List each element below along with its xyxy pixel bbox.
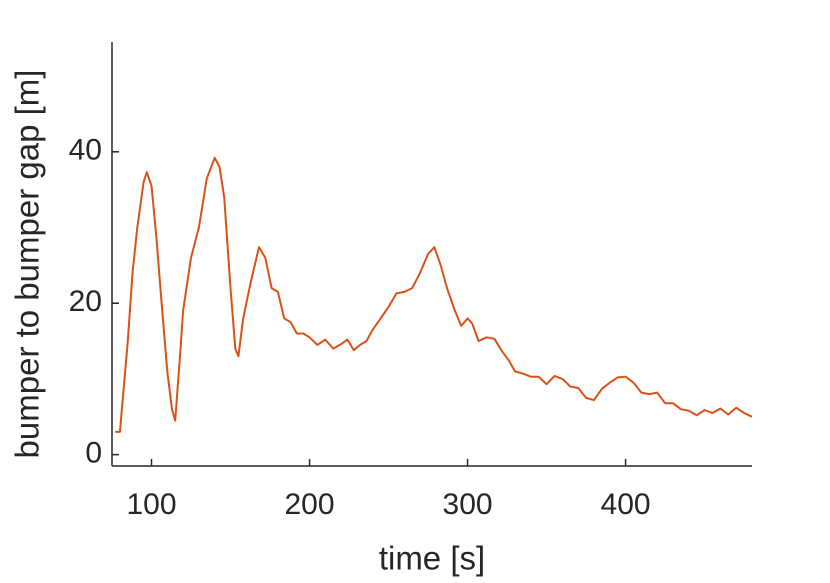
x-tick-label: 300 [443,488,493,521]
y-tick-label: 40 [69,134,102,167]
x-tick-label: 100 [126,488,176,521]
y-axis-label: bumper to bumper gap [m] [9,70,46,459]
y-tick-label: 20 [69,285,102,318]
x-axis-label: time [s] [379,540,485,577]
y-tick-label: 0 [85,437,102,470]
data-line [115,156,753,433]
x-tick-label: 400 [601,488,651,521]
x-tick-label: 200 [284,488,334,521]
